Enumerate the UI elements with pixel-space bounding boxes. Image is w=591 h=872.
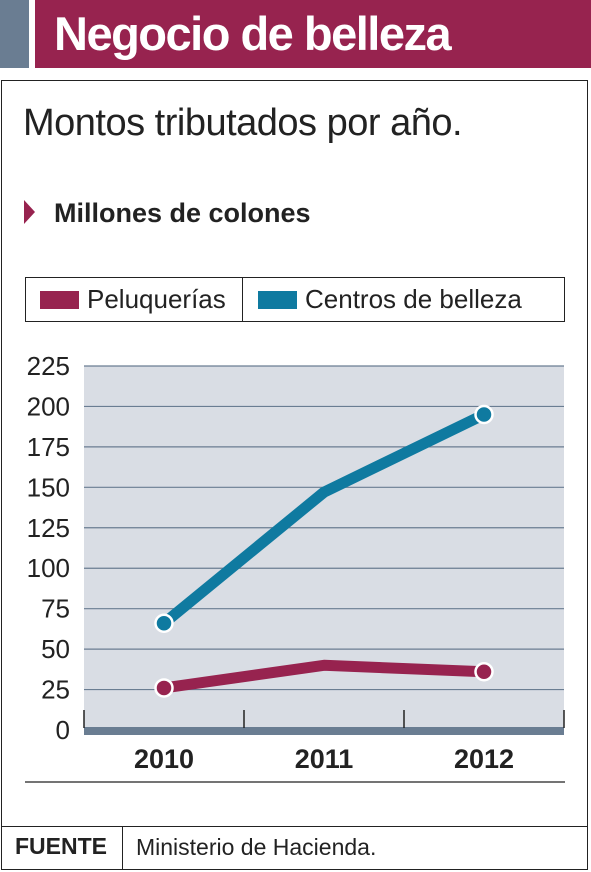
series-line-1 (158, 409, 490, 629)
legend-label-peluquerias: Peluquerías (87, 284, 226, 314)
legend: Peluquerías Centros de belleza (25, 277, 565, 322)
y-tick-label-100: 100 (27, 553, 70, 583)
header-tab-accent (0, 0, 29, 68)
source-text: Ministerio de Hacienda. (136, 834, 377, 860)
y-tick-label-25: 25 (41, 675, 70, 705)
data-point-0-2010 (154, 678, 174, 698)
y-tick-label-50: 50 (41, 634, 70, 664)
chart-frame (1, 80, 588, 870)
triangle-right-icon (24, 200, 35, 224)
chart-subtitle: Montos tributados por año. (23, 102, 463, 144)
series-line-0 (158, 659, 490, 694)
y-tick-label-150: 150 (27, 472, 70, 502)
legend-swatch-peluquerias (40, 290, 79, 309)
header: Negocio de belleza (0, 0, 591, 68)
y-tick-label-200: 200 (27, 391, 70, 421)
source-rule (1, 826, 588, 827)
y-tick-label-225: 225 (27, 351, 70, 381)
legend-swatch-centros (258, 290, 297, 309)
source-label: FUENTE (15, 833, 107, 859)
data-point-0-2012 (474, 662, 494, 682)
x-tick-label-2011: 2011 (295, 744, 354, 774)
legend-item-peluquerias: Peluquerías (40, 278, 226, 321)
unit-label: Millones de colones (54, 198, 311, 228)
y-tick-label-175: 175 (27, 432, 70, 462)
header-bar (35, 0, 591, 68)
y-tick-label-0: 0 (56, 715, 70, 745)
x-tick-label-2012: 2012 (454, 744, 514, 774)
data-point-1-2012 (474, 404, 494, 425)
y-tick-label-75: 75 (41, 594, 70, 624)
y-tick-label-125: 125 (27, 513, 70, 543)
source-divider (122, 827, 123, 870)
x-axis-baseline (84, 727, 564, 735)
legend-label-centros: Centros de belleza (305, 284, 522, 314)
x-tick-label-2010: 2010 (134, 744, 194, 774)
legend-item-centros: Centros de belleza (258, 278, 522, 321)
page-title: Negocio de belleza (54, 7, 452, 60)
legend-divider (242, 278, 243, 321)
data-point-1-2010 (154, 613, 174, 633)
